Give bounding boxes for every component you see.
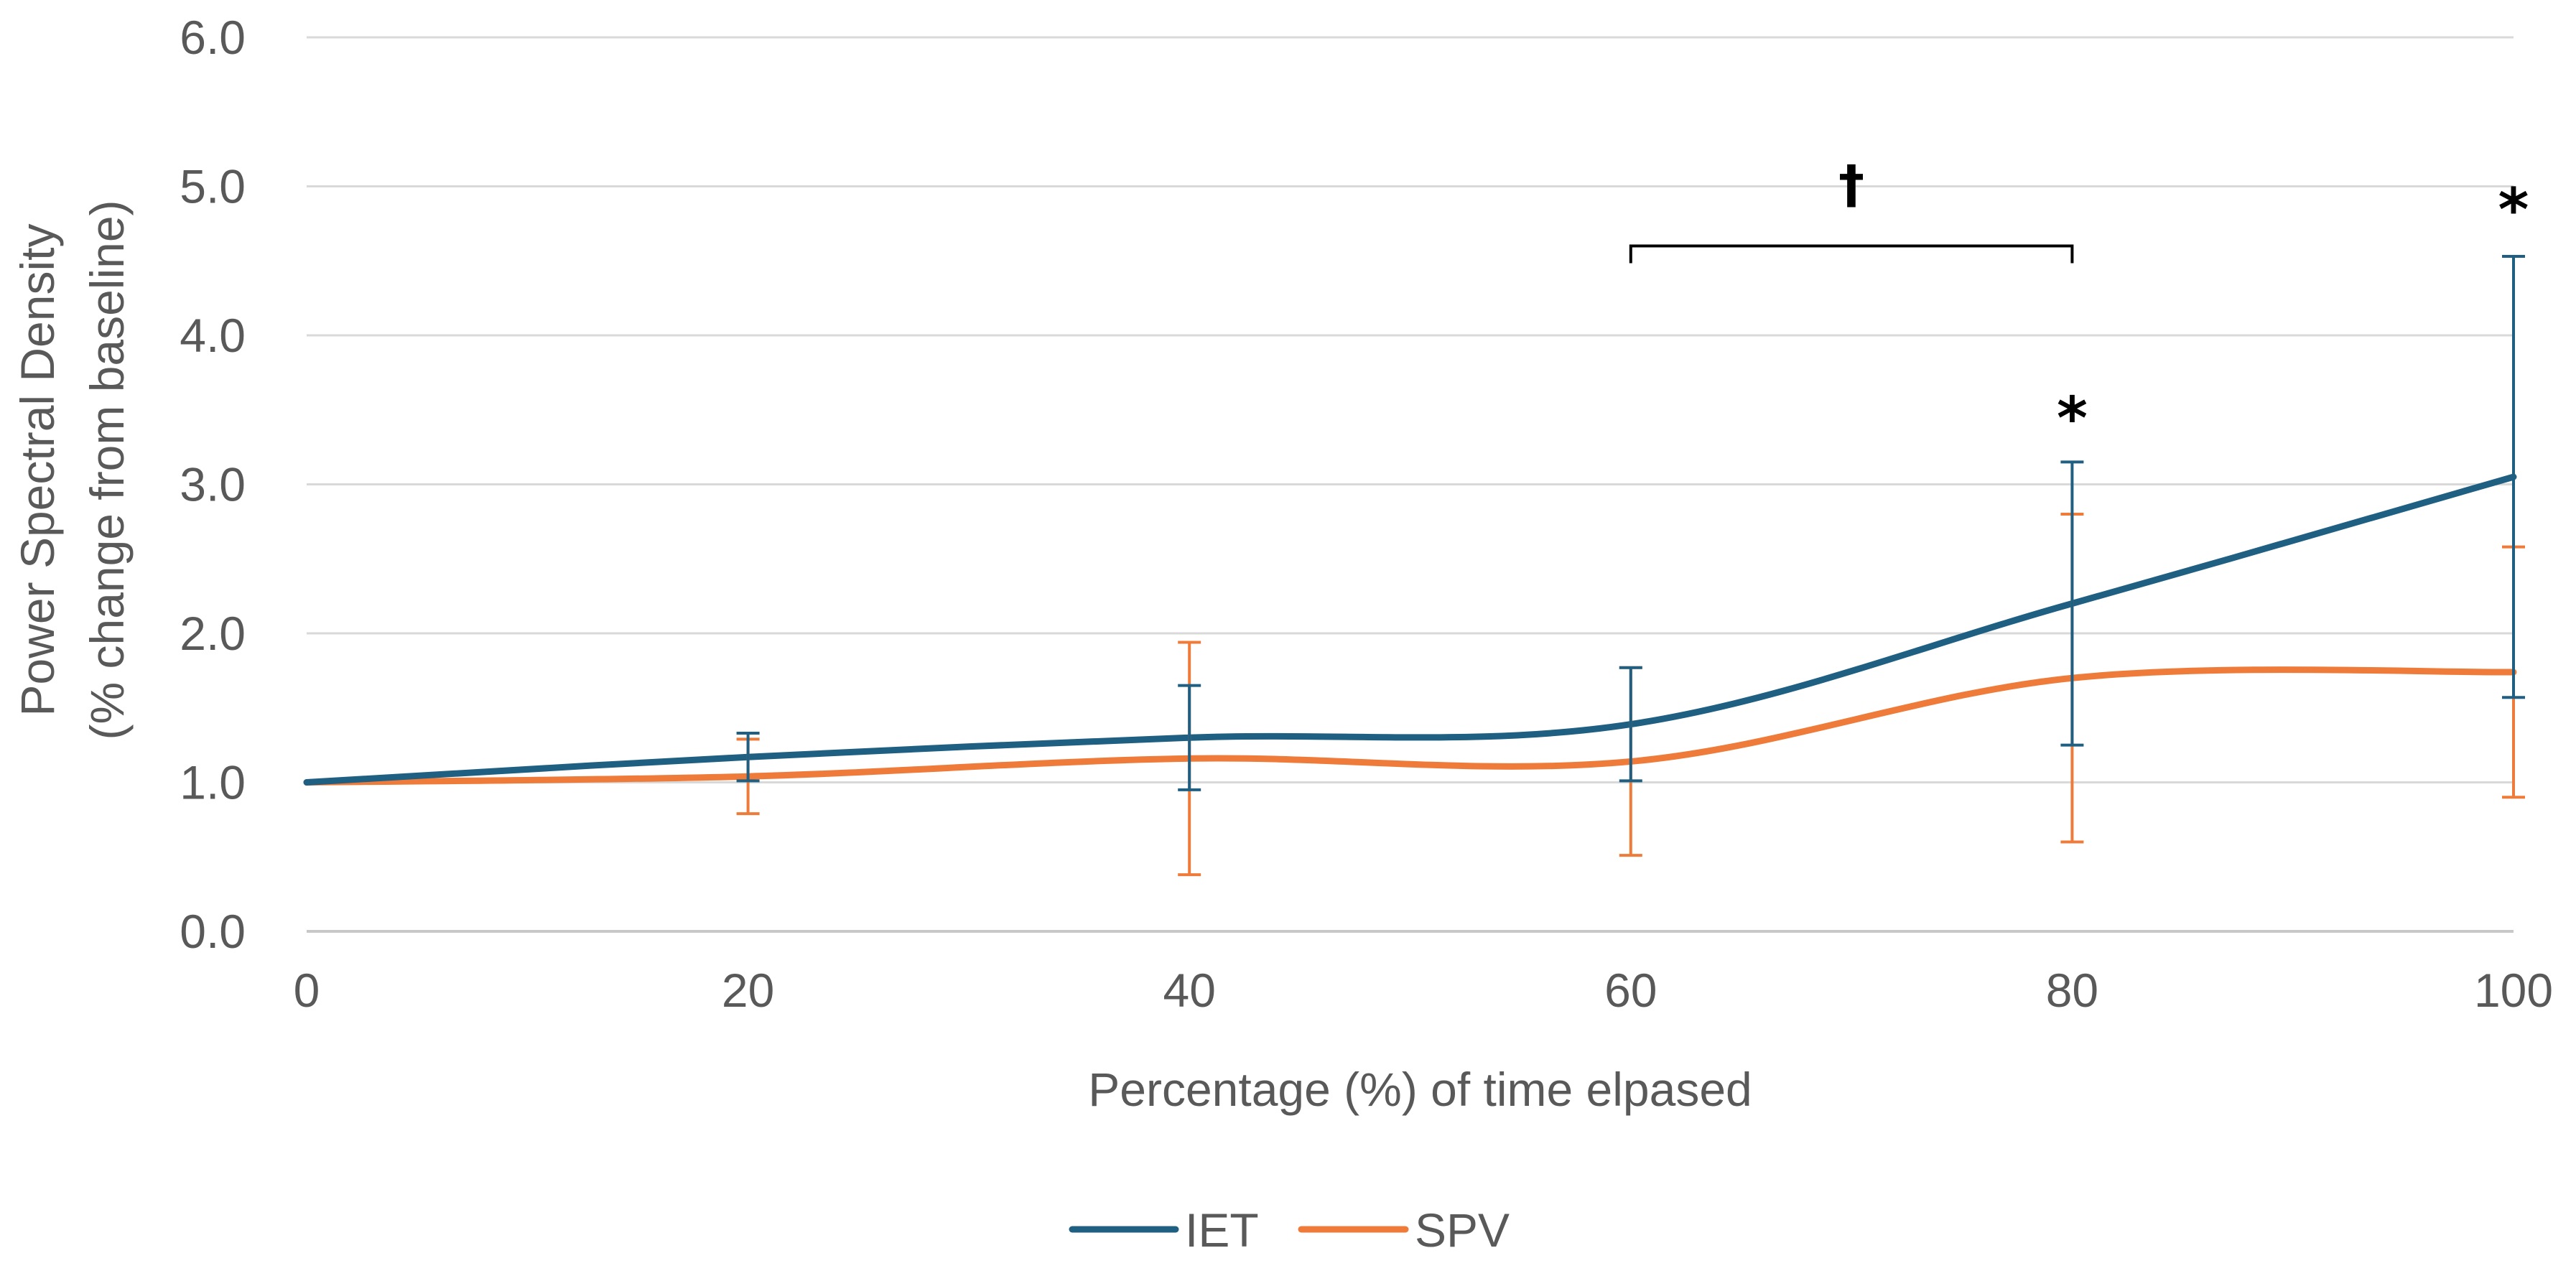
significance-annotations: * * †	[1629, 154, 2529, 453]
x-tick-label: 100	[2474, 964, 2553, 1017]
gridlines	[307, 36, 2514, 933]
error-bar-iet	[1619, 666, 1642, 783]
asterisk-annotation: *	[2498, 176, 2529, 244]
legend-label-iet: IET	[1185, 1204, 1259, 1257]
y-tick-label: 5.0	[180, 160, 246, 213]
error-bar-iet	[736, 732, 760, 783]
y-tick-label: 6.0	[180, 11, 246, 64]
error-bar-iet	[2502, 255, 2525, 699]
x-tick-label: 60	[1604, 964, 1657, 1017]
error-bars	[736, 255, 2525, 877]
x-tick-label: 20	[722, 964, 774, 1017]
error-bar-iet	[2060, 460, 2084, 747]
dagger-annotation: †	[1838, 154, 1864, 215]
y-tick-label: 1.0	[180, 756, 246, 809]
x-tick-label: 0	[294, 964, 320, 1017]
series-lines	[303, 473, 2517, 786]
series-line-iet	[303, 473, 2517, 786]
y-axis-tick-labels: 0.0 1.0 2.0 3.0 4.0 5.0 6.0	[180, 11, 246, 958]
legend: IET SPV	[1069, 1204, 1510, 1257]
x-axis-title: Percentage (%) of time elpased	[1088, 1063, 1752, 1116]
x-tick-label: 80	[2046, 964, 2098, 1017]
significance-bracket	[1629, 244, 2074, 264]
x-tick-label: 40	[1163, 964, 1215, 1017]
y-axis-title: Power Spectral Density (% change from ba…	[11, 200, 134, 740]
y-tick-label: 2.0	[180, 607, 246, 660]
y-axis-title-line-1: Power Spectral Density	[11, 224, 64, 717]
y-tick-label: 4.0	[180, 309, 246, 362]
y-tick-label: 3.0	[180, 458, 246, 511]
error-bar-iet	[1178, 684, 1201, 791]
y-axis-title-line-2: (% change from baseline)	[80, 200, 134, 740]
legend-label-spv: SPV	[1415, 1204, 1510, 1257]
y-tick-label: 0.0	[180, 905, 246, 958]
x-axis-tick-labels: 0 20 40 60 80 100	[294, 964, 2553, 1017]
asterisk-annotation: *	[2057, 385, 2088, 453]
series-line-spv	[303, 666, 2517, 786]
